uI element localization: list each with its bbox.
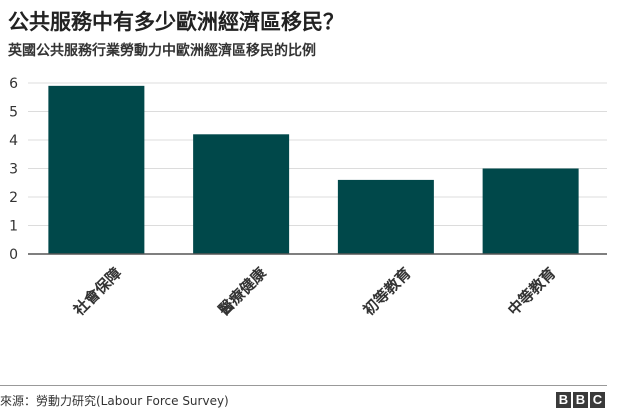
bbc-logo-letter: B: [573, 392, 588, 408]
x-category-label: 中等教育: [504, 264, 559, 319]
bbc-logo-letter: B: [556, 392, 571, 408]
source-note: 來源：勞動力研究(Labour Force Survey): [0, 394, 229, 408]
bar: [193, 134, 290, 254]
y-tick-label: 5: [9, 105, 18, 121]
y-tick-label: 4: [9, 133, 18, 149]
y-tick-label: 0: [9, 247, 18, 263]
bar: [48, 85, 145, 254]
bar-chart: 0 1 2 3 4 5 6 社會保障 醫療健康 初等教育 中等教育: [9, 76, 607, 320]
chart-subtitle: 英國公共服務行業勞動力中歐洲經濟區移民的比例: [8, 43, 316, 59]
chart-title: 公共服務中有多少歐洲經濟區移民？: [8, 10, 344, 34]
footer-divider: [0, 385, 607, 386]
x-category-label: 社會保障: [69, 264, 125, 320]
y-tick-label: 2: [9, 190, 18, 206]
y-tick-label: 6: [9, 76, 18, 92]
bar: [482, 168, 579, 254]
x-category-label: 醫療健康: [215, 263, 271, 319]
y-tick-label: 3: [9, 162, 18, 178]
bbc-logo: B B C: [556, 392, 605, 408]
x-category-label: 初等教育: [359, 264, 414, 319]
bbc-logo-letter: C: [590, 392, 605, 408]
bar: [337, 179, 434, 254]
y-tick-label: 1: [9, 219, 18, 235]
